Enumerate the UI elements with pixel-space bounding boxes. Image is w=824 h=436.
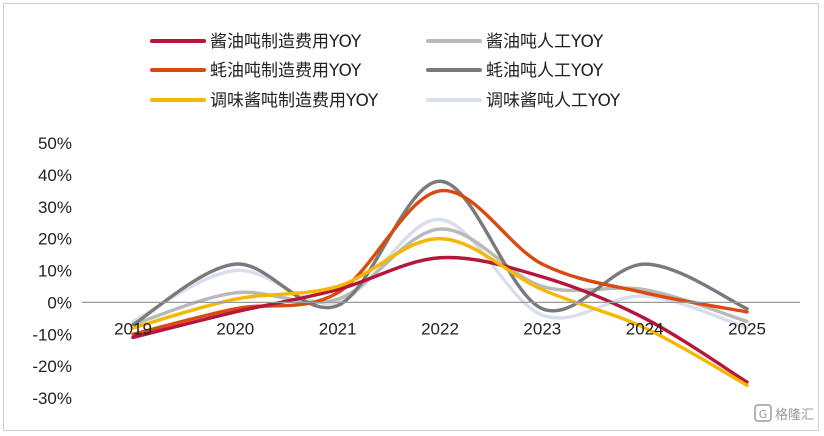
chart-frame — [3, 3, 819, 431]
series-line — [131, 179, 749, 327]
x-tick-label: 2021 — [319, 319, 357, 338]
x-axis-ticks: 2019 2020 2021 2022 2023 2024 2025 — [114, 319, 766, 338]
y-tick-label: -30% — [32, 389, 72, 408]
legend-item: 蚝油吨制造费用YOY — [150, 61, 362, 81]
legend-item: 蚝油吨人工YOY — [426, 61, 604, 81]
series-line — [131, 255, 749, 384]
x-tick-label: 2020 — [216, 319, 254, 338]
y-tick-label: 30% — [38, 198, 72, 217]
legend-label: 酱油吨人工YOY — [486, 32, 604, 52]
legend-item: 调味酱吨制造费用YOY — [150, 91, 379, 111]
y-tick-label: 10% — [38, 262, 72, 281]
watermark: G 格隆汇 — [754, 404, 814, 423]
series-line — [131, 227, 749, 327]
svg-text:G: G — [759, 408, 768, 421]
watermark-logo-icon: G — [754, 404, 772, 422]
series-lines — [131, 179, 749, 387]
x-tick-label: 2022 — [421, 319, 459, 338]
x-tick-label: 2024 — [626, 319, 664, 338]
watermark-text: 格隆汇 — [775, 407, 814, 423]
legend-label: 酱油吨制造费用YOY — [210, 32, 362, 52]
legend-item: 调味酱吨人工YOY — [426, 91, 621, 111]
y-tick-label: 50% — [38, 134, 72, 153]
legend: 酱油吨制造费用YOY 酱油吨人工YOY 蚝油吨制造费用YOY 蚝油吨人工YOY 调味酱吨… — [150, 32, 621, 111]
series-line — [131, 236, 749, 387]
legend-label: 蚝油吨制造费用YOY — [210, 61, 362, 81]
series-line — [131, 217, 749, 330]
x-tick-label: 2023 — [523, 319, 561, 338]
series-line — [131, 189, 749, 336]
y-tick-label: -20% — [32, 357, 72, 376]
y-axis-ticks: 50% 40% 30% 20% 10% 0% -10% -20% -30% — [32, 134, 72, 408]
legend-item: 酱油吨制造费用YOY — [150, 32, 362, 52]
legend-label: 调味酱吨人工YOY — [486, 91, 621, 111]
y-tick-label: -10% — [32, 325, 72, 344]
x-tick-label: 2019 — [114, 319, 152, 338]
legend-item: 酱油吨人工YOY — [426, 32, 604, 52]
y-tick-label: 40% — [38, 166, 72, 185]
legend-label: 蚝油吨人工YOY — [486, 61, 604, 81]
y-tick-label: 20% — [38, 230, 72, 249]
x-tick-label: 2025 — [728, 319, 766, 338]
legend-label: 调味酱吨制造费用YOY — [210, 91, 379, 111]
y-tick-label: 0% — [47, 293, 72, 312]
